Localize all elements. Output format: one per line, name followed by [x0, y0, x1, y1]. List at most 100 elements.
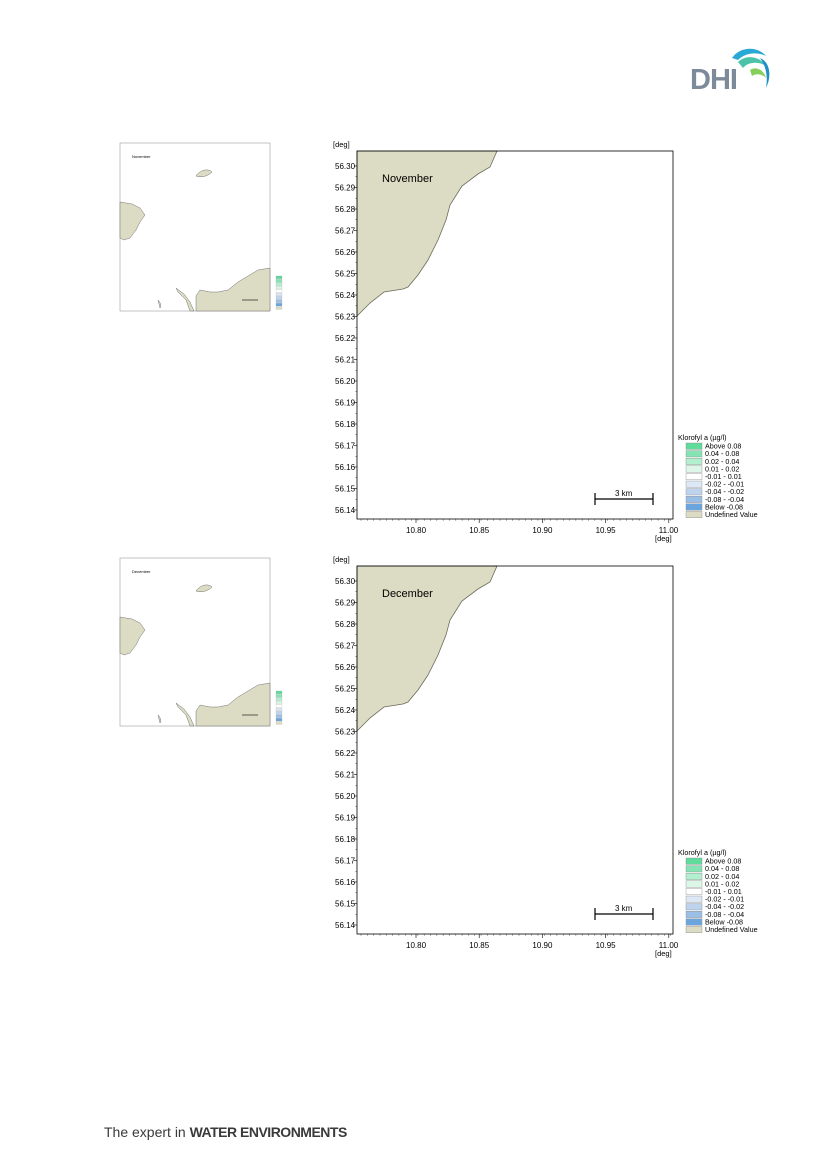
- legend-swatch: [685, 865, 703, 873]
- footer-prefix: The expert in: [104, 1124, 190, 1140]
- legend-swatch: [685, 488, 703, 496]
- legend-swatch: [685, 873, 703, 880]
- legend-label: 0.04 - 0.08: [705, 449, 739, 458]
- x-tick-label: 10.90: [532, 941, 553, 950]
- legend-swatch: [685, 496, 703, 503]
- legend-label: -0.08 - -0.04: [705, 910, 744, 919]
- thumbnail-land: [157, 714, 162, 724]
- thumbnail-month: December: [132, 569, 151, 574]
- y-tick-label: 56.28: [335, 205, 356, 214]
- month-label: November: [382, 173, 433, 185]
- y-tick-label: 56.14: [335, 506, 356, 515]
- legend-title: Klorofyl a (µg/l): [678, 433, 726, 442]
- legend-swatch: [685, 511, 703, 518]
- logo-text: DHI: [690, 64, 738, 96]
- thumbnail-legend-swatch: [275, 282, 283, 286]
- thumbnail-legend-swatch: [275, 279, 283, 283]
- y-tick-label: 56.15: [335, 485, 356, 494]
- footer-tagline: The expert in WATER ENVIRONMENTS: [104, 1124, 347, 1140]
- thumbnail-land: [175, 702, 195, 727]
- y-tick-label: 56.21: [335, 771, 356, 780]
- thumbnail-legend-swatch: [275, 711, 283, 715]
- overview-thumbnail: December: [119, 557, 283, 727]
- y-tick-label: 56.17: [335, 442, 356, 451]
- map-frame: [356, 150, 674, 520]
- thumbnail-legend-swatch: [275, 690, 283, 694]
- map-panel-november: November [deg] 56.30 56.29 56.28 56.27 56.26 56…: [119, 140, 758, 543]
- legend-swatch: [685, 480, 703, 488]
- thumbnail-legend-swatch: [275, 704, 283, 708]
- legend-swatch: [685, 911, 703, 918]
- y-tick-label: 56.28: [335, 620, 356, 629]
- legend-label: Undefined Value: [705, 510, 758, 519]
- legend-swatch: [685, 442, 703, 450]
- y-tick-label: 56.27: [335, 642, 356, 651]
- land-area: [356, 150, 498, 317]
- y-tick-label: 56.24: [335, 706, 356, 715]
- thumbnail-legend-swatch: [275, 701, 283, 705]
- y-tick-label: 56.26: [335, 248, 356, 257]
- land-area: [356, 565, 498, 732]
- legend-label: -0.01 - 0.01: [705, 472, 742, 481]
- thumbnail-month: November: [132, 154, 151, 159]
- thumbnail-legend-swatch: [275, 299, 283, 303]
- x-axis-unit: [deg]: [655, 534, 672, 543]
- legend-label: 0.01 - 0.02: [705, 464, 739, 473]
- legend-swatch: [685, 857, 703, 865]
- thumbnail-legend-swatch: [275, 289, 283, 293]
- y-tick-label: 56.22: [335, 334, 356, 343]
- legend-swatch: [685, 903, 703, 911]
- thumbnail-land: [195, 584, 213, 592]
- thumbnail-legend-swatch: [275, 714, 283, 718]
- y-tick-label: 56.27: [335, 227, 356, 236]
- legend-label: 0.02 - 0.04: [705, 872, 739, 881]
- month-label: December: [382, 588, 433, 600]
- legend-label: 0.02 - 0.04: [705, 457, 739, 466]
- legend-swatch: [685, 880, 703, 888]
- thumbnail-legend-swatch: [275, 721, 283, 725]
- y-tick-label: 56.29: [335, 184, 356, 193]
- legend-swatch: [685, 458, 703, 465]
- legend: Klorofyl a (µg/l)Above 0.08 0.04 - 0.08 …: [678, 848, 758, 934]
- y-tick-label: 56.23: [335, 728, 356, 737]
- legend-label: Above 0.08: [705, 857, 741, 866]
- x-tick-label: 10.95: [596, 526, 617, 535]
- y-tick-label: 56.18: [335, 835, 356, 844]
- y-tick-label: 56.21: [335, 356, 356, 365]
- legend-swatch: [685, 926, 703, 933]
- scale-bar-label: 3 km: [615, 904, 633, 913]
- y-axis-unit: [deg]: [333, 555, 350, 564]
- main-map: [deg] 56.30 56.29 56.28 56.27 56.26 56.25 56.24…: [333, 140, 679, 543]
- legend-label: Undefined Value: [705, 925, 758, 934]
- y-tick-label: 56.25: [335, 685, 356, 694]
- scale-bar-label: 3 km: [615, 489, 633, 498]
- y-tick-label: 56.17: [335, 857, 356, 866]
- map-frame: [356, 565, 674, 935]
- y-tick-label: 56.18: [335, 420, 356, 429]
- y-tick-label: 56.19: [335, 814, 356, 823]
- map-panel-december: December [deg] 56.30 56.29 56.28 56.27 56.26 56…: [119, 555, 758, 958]
- y-tick-label: 56.30: [335, 162, 356, 171]
- thumbnail-land: [195, 169, 213, 177]
- main-map: [deg] 56.30 56.29 56.28 56.27 56.26 56.25 56.24…: [333, 555, 679, 958]
- legend-label: -0.01 - 0.01: [705, 887, 742, 896]
- y-tick-label: 56.16: [335, 878, 356, 887]
- y-tick-label: 56.30: [335, 577, 356, 586]
- thumbnail-legend-swatch: [275, 275, 283, 279]
- legend-label: -0.02 - -0.01: [705, 895, 744, 904]
- thumbnail-legend-swatch: [275, 286, 283, 290]
- legend-swatch: [685, 888, 703, 895]
- legend-swatch: [685, 450, 703, 458]
- legend-label: -0.04 - -0.02: [705, 487, 744, 496]
- thumbnail-legend-swatch: [275, 718, 283, 722]
- thumbnail-land: [119, 201, 146, 241]
- x-axis-unit: [deg]: [655, 949, 672, 958]
- legend-label: -0.02 - -0.01: [705, 480, 744, 489]
- y-tick-label: 56.14: [335, 921, 356, 930]
- legend-swatch: [685, 895, 703, 903]
- y-tick-label: 56.22: [335, 749, 356, 758]
- y-tick-label: 56.29: [335, 599, 356, 608]
- thumbnail-land: [175, 287, 195, 312]
- legend-label: Below -0.08: [705, 917, 743, 926]
